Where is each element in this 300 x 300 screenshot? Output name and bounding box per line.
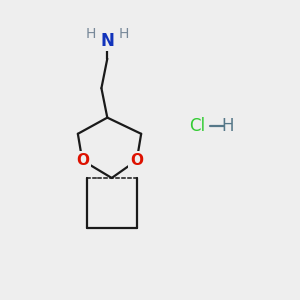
Text: O: O xyxy=(76,153,89,168)
Text: H: H xyxy=(86,27,96,41)
Text: H: H xyxy=(222,117,234,135)
Text: H: H xyxy=(118,27,129,41)
Text: N: N xyxy=(100,32,114,50)
Text: Cl: Cl xyxy=(189,117,205,135)
Text: O: O xyxy=(130,153,143,168)
